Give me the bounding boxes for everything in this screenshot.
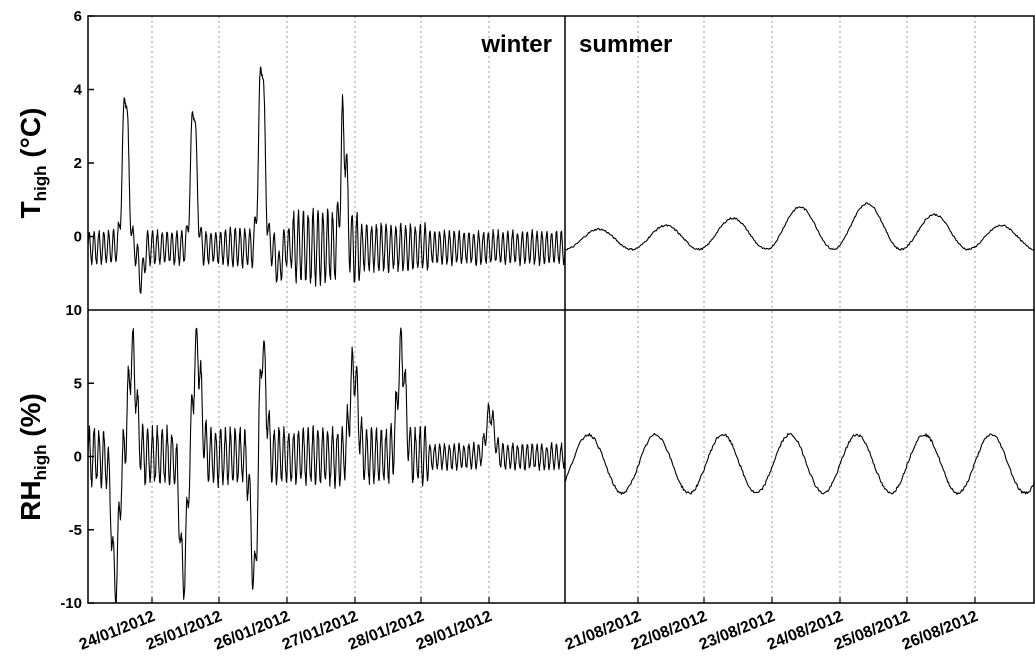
ylabel-T-unit: (°C): [15, 108, 46, 166]
xtick-label-winter-5: 29/01/2012: [414, 608, 495, 654]
series-T-winter: [87, 66, 566, 294]
ytick-label-RH-2: 0: [74, 449, 82, 466]
xtick-label-summer-2: 23/08/2012: [697, 608, 778, 654]
ylabel-T: Thigh (°C): [15, 108, 50, 219]
ylabel-RH-unit: (%): [15, 393, 46, 444]
season-label-summer: summer: [579, 31, 672, 58]
series-T-summer: [564, 202, 1035, 251]
xtick-label-winter-4: 28/01/2012: [346, 608, 427, 654]
ytick-label-RH-1: -5: [69, 522, 82, 539]
traces: [87, 66, 1035, 604]
season-label-winter: winter: [480, 31, 552, 58]
ytick-label-RH-0: -10: [60, 595, 82, 612]
ytick-label-T-3: 6: [74, 8, 82, 25]
xtick-label-summer-5: 26/08/2012: [900, 608, 981, 654]
ytick-label-T-2: 4: [74, 82, 83, 99]
series-RH-winter: [87, 327, 566, 604]
xtick-label-winter-1: 25/01/2012: [144, 608, 225, 654]
ytick-label-T-0: 0: [74, 229, 82, 246]
ylabel-T-main: T: [15, 201, 46, 218]
ylabel-RH: RHhigh (%): [15, 393, 50, 521]
ylabel-T-sub: high: [31, 165, 50, 201]
series-RH-summer: [564, 432, 1035, 495]
ytick-label-T-1: 2: [74, 155, 82, 172]
xtick-label-winter-2: 26/01/2012: [212, 608, 293, 654]
ylabel-RH-sub: high: [31, 444, 50, 480]
frames: [87, 15, 1035, 604]
xtick-label-summer-1: 22/08/2012: [629, 608, 710, 654]
ytick-label-RH-3: 5: [74, 375, 82, 392]
ytick-label-RH-10: 10: [65, 302, 82, 319]
xtick-label-winter-0: 24/01/2012: [77, 608, 158, 654]
ylabel-RH-main: RH: [15, 480, 46, 520]
xtick-label-summer-3: 24/08/2012: [765, 608, 846, 654]
xtick-label-summer-4: 25/08/2012: [832, 608, 913, 654]
